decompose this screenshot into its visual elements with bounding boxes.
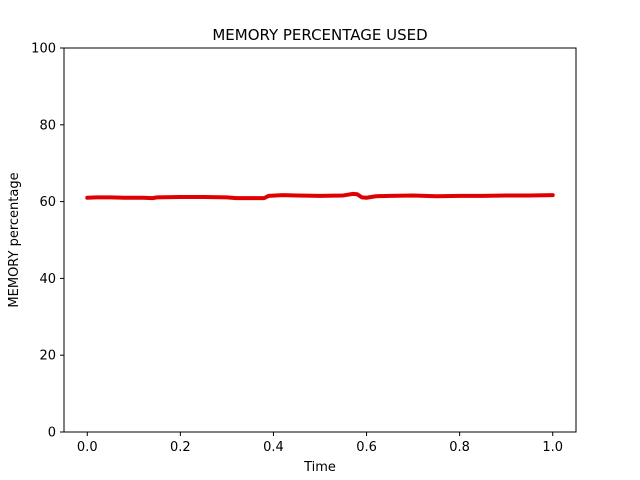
y-axis-label: MEMORY percentage bbox=[7, 172, 22, 307]
y-tick-label: 40 bbox=[39, 272, 56, 287]
x-tick-label: 0.4 bbox=[263, 440, 284, 455]
x-tick-label: 1.0 bbox=[542, 440, 563, 455]
memory-series-line bbox=[85, 191, 555, 201]
y-tick-label: 0 bbox=[48, 426, 56, 441]
y-tick-label: 100 bbox=[31, 42, 56, 57]
x-tick-label: 0.8 bbox=[449, 440, 470, 455]
x-axis: 0.0 0.2 0.4 0.6 0.8 1.0 bbox=[77, 432, 563, 455]
plot-area bbox=[85, 191, 555, 201]
chart-title: MEMORY PERCENTAGE USED bbox=[212, 26, 427, 44]
x-tick-label: 0.2 bbox=[170, 440, 191, 455]
y-tick-label: 80 bbox=[39, 118, 56, 133]
y-axis: 0 20 40 60 80 100 bbox=[31, 42, 64, 441]
axes-frame bbox=[63, 47, 577, 433]
x-tick-label: 0.6 bbox=[356, 440, 377, 455]
y-tick-label: 60 bbox=[39, 195, 56, 210]
y-tick-label: 20 bbox=[39, 349, 56, 364]
x-axis-label: Time bbox=[303, 460, 336, 475]
x-tick-label: 0.0 bbox=[77, 440, 98, 455]
